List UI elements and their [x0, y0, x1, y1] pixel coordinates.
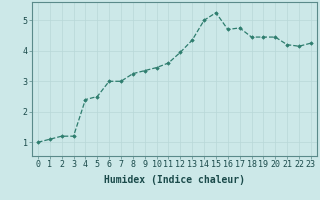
X-axis label: Humidex (Indice chaleur): Humidex (Indice chaleur) [104, 175, 245, 185]
